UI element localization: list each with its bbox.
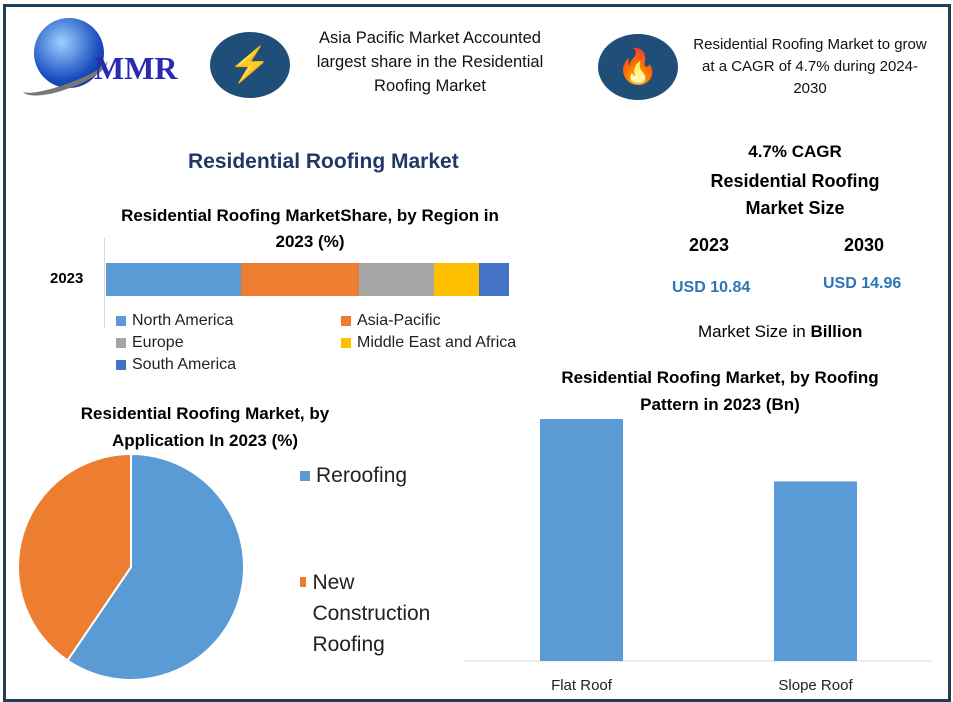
bar-slope-roof — [774, 481, 857, 661]
pattern-chart-title: Residential Roofing Market, by Roofing P… — [561, 368, 879, 414]
value-2023: USD 10.84 — [672, 279, 751, 296]
year-2023: 2023 — [689, 235, 730, 255]
legend-new-construction: New Construction Roofing — [300, 567, 470, 660]
year-2030: 2030 — [844, 235, 885, 255]
pie-slice-reroofing — [66, 452, 245, 681]
legend-swatch — [341, 338, 351, 348]
legend-label: Asia-Pacific — [357, 312, 441, 329]
legend-reroofing: Reroofing — [300, 464, 407, 488]
header-box2-text: Residential Roofing Market to grow at a … — [693, 36, 927, 97]
region-segment-north-america — [106, 263, 241, 296]
region-segment-europe — [359, 263, 435, 296]
region-stacked-bar — [106, 263, 509, 296]
flame-icon: 🔥 — [598, 34, 678, 100]
value-2030: USD 14.96 — [823, 275, 902, 292]
legend-label: South America — [132, 356, 237, 373]
region-segment-middle-east-and-africa — [434, 263, 480, 296]
unit-bold: Billion — [810, 322, 863, 341]
region-legend-item: South America — [116, 356, 341, 374]
pie-slice-new-construction-roofing — [17, 452, 132, 662]
legend-label: North America — [132, 312, 234, 329]
application-chart-title: Residential Roofing Market, by Applicati… — [80, 404, 330, 450]
region-segment-south-america — [479, 263, 509, 296]
region-chart-title: Residential Roofing MarketShare, by Regi… — [121, 206, 499, 251]
legend-swatch — [116, 316, 126, 326]
legend-swatch — [341, 316, 351, 326]
header-box1-text: Asia Pacific Market Accounted largest sh… — [316, 29, 544, 95]
globe-icon — [34, 18, 104, 88]
region-legend-item: Asia-Pacific — [341, 312, 546, 330]
infographic-frame — [3, 4, 951, 702]
unit-prefix: Market Size in — [698, 322, 811, 341]
region-legend-item: Middle East and Africa — [341, 334, 546, 352]
pattern-bar-chart: Flat Roof Slope Roof — [464, 419, 932, 694]
legend-swatch — [116, 338, 126, 348]
lightning-bolt-icon: ⚡ — [210, 32, 290, 98]
application-pie-chart — [17, 452, 245, 681]
region-segment-asia-pacific — [241, 263, 360, 296]
region-axis — [104, 238, 105, 328]
logo-text: MMR — [94, 50, 178, 86]
x-tick-label: Slope Roof — [778, 677, 853, 694]
main-title: Residential Roofing Market — [188, 150, 459, 173]
mmr-logo: MMR — [18, 14, 192, 104]
legend-label: Middle East and Africa — [357, 334, 517, 351]
region-legend-item: North America — [116, 312, 341, 330]
region-legend-item: Europe — [116, 334, 341, 352]
unit-label: Market Size in Billion — [698, 322, 862, 342]
region-legend: North America Asia-Pacific Europe Middle Ea… — [116, 312, 546, 374]
market-size-title: Residential Roofing Market Size — [710, 171, 880, 218]
cagr-label: 4.7% CAGR — [748, 142, 842, 161]
x-tick-label: Flat Roof — [551, 677, 613, 694]
legend-swatch — [116, 360, 126, 370]
legend-label: Reroofing — [316, 464, 408, 487]
legend-label: New Construction Roofing — [312, 571, 431, 656]
legend-label: Europe — [132, 334, 184, 351]
region-category-label: 2023 — [50, 270, 84, 287]
bar-flat-roof — [540, 419, 623, 661]
